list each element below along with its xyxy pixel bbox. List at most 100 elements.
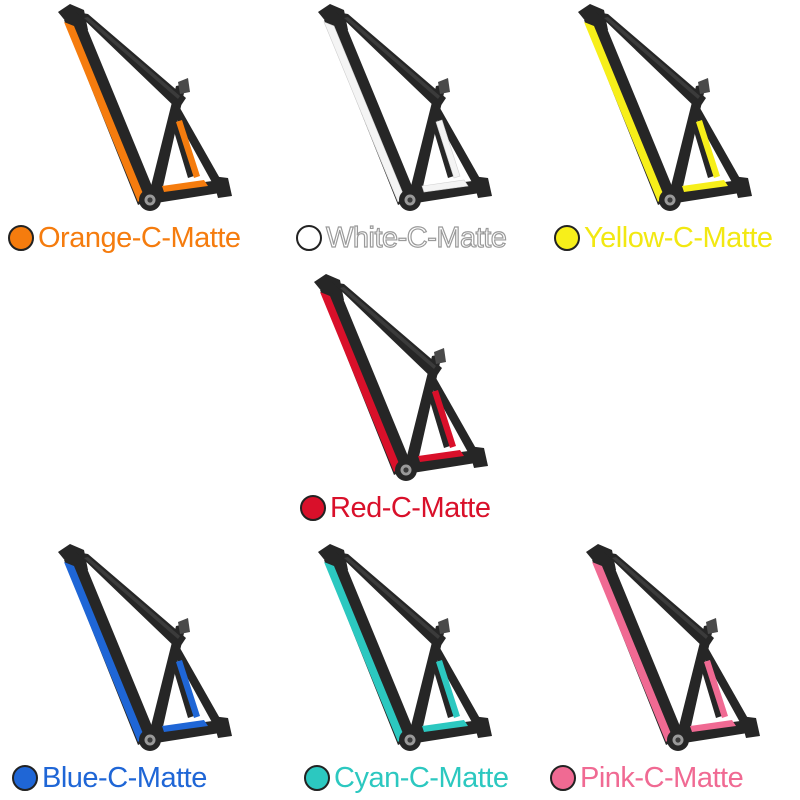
- rear-dropout: [472, 716, 492, 738]
- seat-stay-accent: [435, 119, 461, 179]
- variant-label-row: Cyan-C-Matte: [304, 758, 509, 798]
- bottom-bracket-center: [407, 737, 413, 743]
- frame-variant-pink: Pink-C-Matte: [550, 540, 800, 800]
- color-swatch-dot: [300, 495, 326, 521]
- chain-stay-accent: [682, 180, 728, 192]
- frame-variant-red: Red-C-Matte: [296, 270, 536, 530]
- rear-dropout: [212, 176, 232, 198]
- rear-dropout: [472, 176, 492, 198]
- variant-label-row: White-C-Matte: [296, 218, 508, 258]
- bottom-bracket-center: [667, 197, 673, 203]
- top-tube-highlight: [84, 557, 180, 639]
- chain-stay-accent: [690, 720, 736, 732]
- chain-stay-accent: [162, 180, 208, 192]
- bike-frame-image: [58, 4, 232, 211]
- color-swatch-dot: [296, 225, 322, 251]
- top-tube: [596, 12, 706, 110]
- down-tube-accent: [324, 562, 404, 742]
- variant-label: Yellow-C-Matte: [584, 222, 773, 254]
- variant-label-row: Pink-C-Matte: [550, 758, 744, 798]
- seat-stay-inner: [430, 116, 454, 178]
- bike-frame-image: [318, 544, 492, 751]
- bottom-bracket-center: [675, 737, 681, 743]
- variant-label: Red-C-Matte: [330, 492, 491, 524]
- chain-stay-accent: [421, 179, 469, 193]
- seat-stay-accent: [176, 660, 200, 718]
- seat-stay-outer: [432, 648, 482, 726]
- seat-stay-inner: [170, 656, 194, 718]
- bike-frame-image: [586, 544, 760, 751]
- variant-label: Cyan-C-Matte: [334, 762, 509, 794]
- down-tube-accent: [320, 292, 400, 472]
- color-swatch-dot: [550, 765, 576, 791]
- seat-stay-accent: [704, 660, 728, 718]
- seat-stay-inner: [426, 386, 450, 448]
- seat-stay-outer: [700, 648, 750, 726]
- bottom-bracket-center: [147, 197, 153, 203]
- seat-stay-inner: [430, 656, 454, 718]
- top-tube: [336, 552, 446, 650]
- rear-dropout: [740, 716, 760, 738]
- down-tube-accent: [323, 21, 405, 203]
- seat-clamp: [178, 618, 190, 634]
- seat-stay-outer: [172, 108, 222, 186]
- chain-stay-accent: [162, 720, 208, 732]
- color-swatch-dot: [12, 765, 38, 791]
- top-tube: [76, 552, 186, 650]
- variant-label: Orange-C-Matte: [38, 222, 241, 254]
- bike-frame-image: [58, 544, 232, 751]
- seat-stay-accent: [696, 120, 720, 178]
- color-swatch-dot: [8, 225, 34, 251]
- seat-stay-inner: [690, 116, 714, 178]
- frame-variant-cyan: Cyan-C-Matte: [300, 540, 540, 800]
- seat-stay-accent: [436, 660, 460, 718]
- top-tube: [604, 552, 714, 650]
- top-tube-highlight: [344, 17, 440, 99]
- variant-label: Blue-C-Matte: [42, 762, 207, 794]
- seat-stay-outer: [692, 108, 742, 186]
- down-tube-accent: [592, 562, 672, 742]
- top-tube-highlight: [344, 557, 440, 639]
- seat-clamp: [438, 618, 450, 634]
- seat-clamp: [706, 618, 718, 634]
- top-tube-highlight: [84, 17, 180, 99]
- bottom-bracket-center: [403, 467, 409, 473]
- rear-dropout: [468, 446, 488, 468]
- seat-stay-accent: [432, 390, 456, 448]
- down-tube-accent: [64, 22, 144, 202]
- top-tube-highlight: [604, 17, 700, 99]
- top-tube: [332, 282, 442, 380]
- seat-clamp: [178, 78, 190, 94]
- bike-frame-image: [318, 4, 492, 211]
- down-tube-accent: [64, 562, 144, 742]
- variant-label-row: Blue-C-Matte: [12, 758, 207, 798]
- seat-stay-inner: [170, 116, 194, 178]
- bike-frame-image: [578, 4, 752, 211]
- frame-variant-white: White-C-Matte: [296, 0, 540, 260]
- variant-label: Pink-C-Matte: [580, 762, 744, 794]
- rear-dropout: [732, 176, 752, 198]
- seat-stay-inner: [698, 656, 722, 718]
- variant-label: White-C-Matte: [325, 221, 507, 254]
- bike-frame-image: [314, 274, 488, 481]
- bottom-bracket-center: [407, 197, 413, 203]
- top-tube: [336, 12, 446, 110]
- color-swatch-dot: [304, 765, 330, 791]
- frame-variant-yellow: Yellow-C-Matte: [554, 0, 800, 260]
- variant-label-row: Orange-C-Matte: [8, 218, 241, 258]
- seat-stay-accent: [176, 120, 200, 178]
- chain-stay-accent: [418, 450, 464, 462]
- variant-label-row: Red-C-Matte: [300, 488, 491, 528]
- top-tube: [76, 12, 186, 110]
- color-swatch-dot: [554, 225, 580, 251]
- bottom-bracket-center: [147, 737, 153, 743]
- seat-stay-outer: [428, 378, 478, 456]
- seat-stay-outer: [172, 648, 222, 726]
- top-tube-highlight: [612, 557, 708, 639]
- variant-label-row: Yellow-C-Matte: [554, 218, 773, 258]
- seat-clamp: [698, 78, 710, 94]
- seat-clamp: [438, 78, 450, 94]
- frame-variant-blue: Blue-C-Matte: [12, 540, 280, 800]
- seat-clamp: [434, 348, 446, 364]
